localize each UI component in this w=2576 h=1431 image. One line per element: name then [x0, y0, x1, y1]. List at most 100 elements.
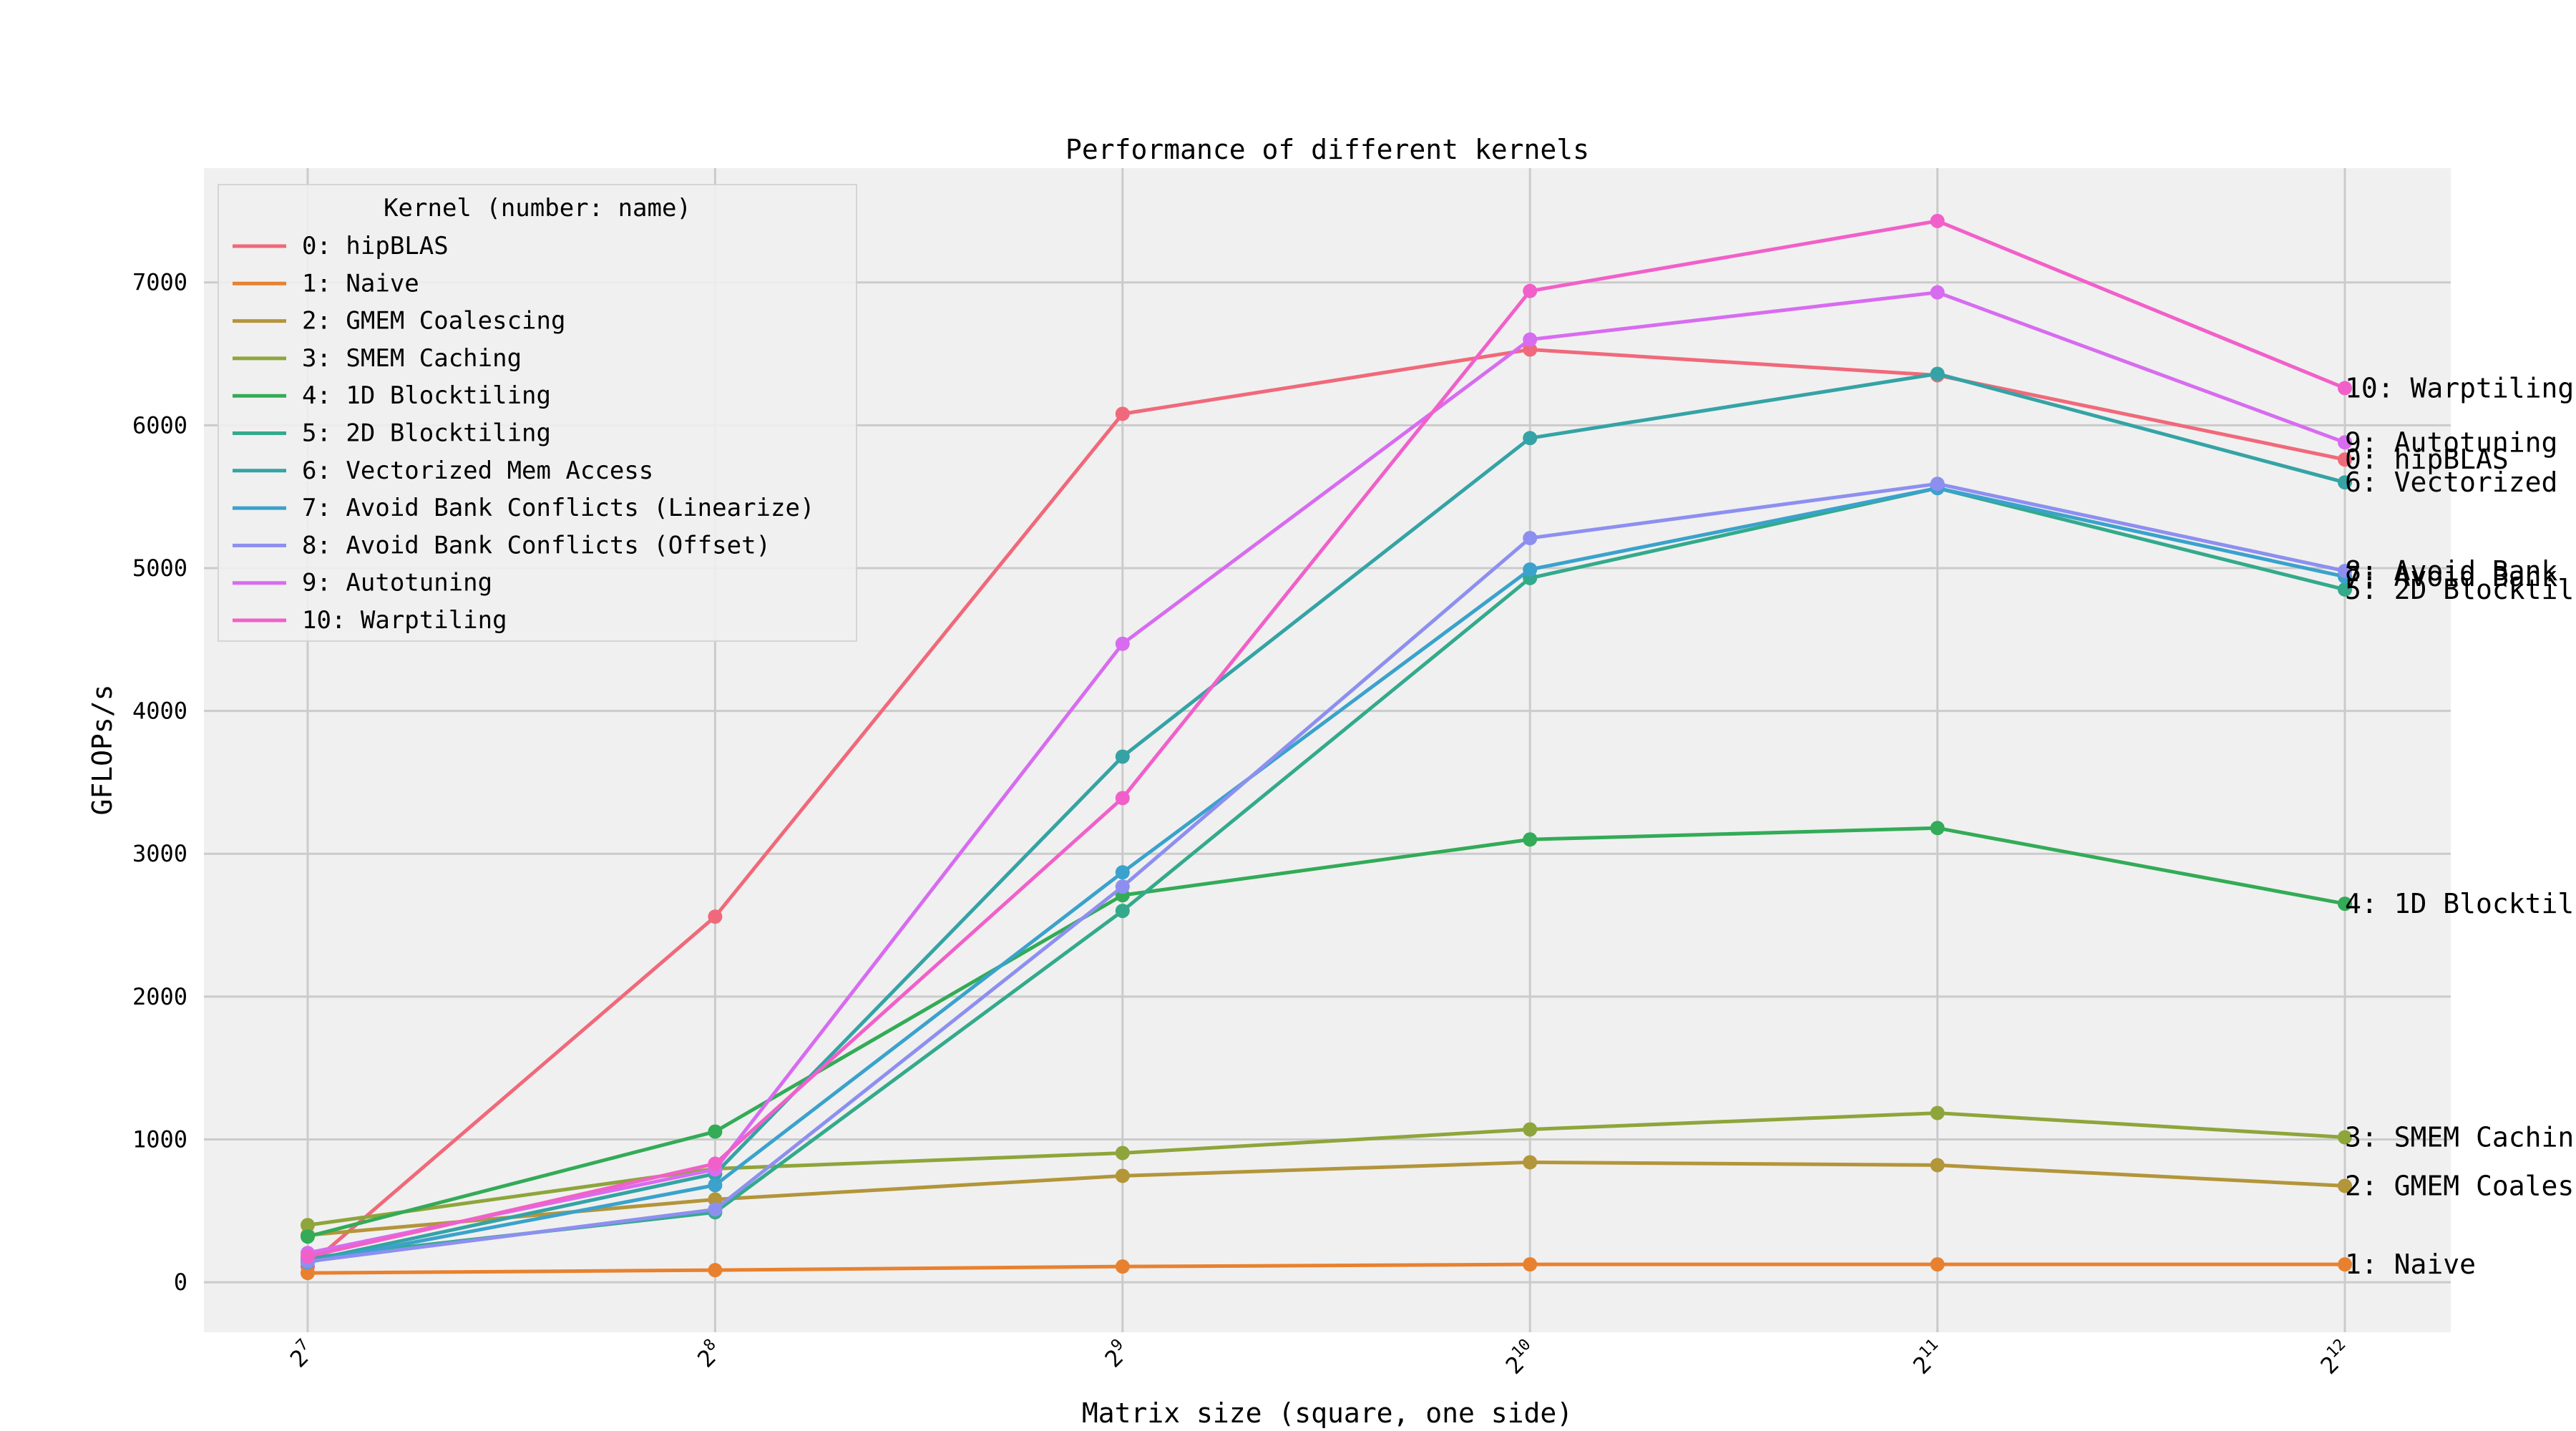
data-point	[2338, 1178, 2352, 1193]
data-point	[2338, 1257, 2352, 1272]
data-point	[1523, 832, 1538, 847]
end-label-8: 8: Avoid Bank	[2345, 555, 2558, 587]
legend-entry-10: 10: Warptiling	[233, 606, 507, 635]
legend-entry-2: 2: GMEM Coalescing	[233, 307, 565, 336]
series-line	[306, 348, 2347, 1269]
x-tick-label: 210	[1499, 1336, 1543, 1379]
end-label-9: 9: Autotuning	[2345, 426, 2557, 458]
legend-entry-1: 1: Naive	[233, 269, 419, 298]
data-point	[2338, 563, 2352, 578]
legend-label: 5: 2D Blocktiling	[302, 419, 551, 448]
chart-title: Performance of different kernels	[1065, 134, 1589, 165]
data-point	[1115, 1146, 1130, 1161]
data-point	[301, 1218, 315, 1233]
legend-label: 1: Naive	[302, 269, 419, 298]
data-point	[2338, 897, 2352, 912]
data-point	[2338, 381, 2352, 396]
data-point	[1523, 531, 1538, 546]
data-point	[301, 1229, 315, 1244]
series-8	[301, 477, 2352, 1269]
end-label-1: 1: Naive	[2345, 1249, 2476, 1280]
legend-label: 8: Avoid Bank Conflicts (Offset)	[302, 531, 771, 560]
end-label-5: 5: 2D Blocktil	[2345, 574, 2574, 605]
y-tick-label: 5000	[132, 555, 187, 582]
legend-label: 0: hipBLAS	[302, 232, 449, 260]
data-point	[708, 1124, 723, 1139]
data-point	[1523, 342, 1538, 357]
data-point	[1930, 821, 1945, 836]
legend-label: 3: SMEM Caching	[302, 344, 522, 373]
legend-title: Kernel (number: name)	[384, 194, 691, 223]
y-tick-label: 1000	[132, 1125, 187, 1153]
x-tick-label: 27	[283, 1336, 321, 1373]
series-end-labels: 0: hipBLAS 1: Naive 2: GMEM Coales 3: SMEM …	[2345, 372, 2574, 1280]
data-point	[1115, 749, 1130, 764]
series-line	[306, 371, 2347, 1263]
x-tick-label: 28	[691, 1336, 728, 1373]
data-point	[1930, 366, 1945, 381]
end-label-4: 4: 1D Blocktil	[2345, 888, 2574, 919]
data-point	[1115, 904, 1130, 919]
legend: Kernel (number: name) 0: hipBLAS 1: Naive…	[218, 184, 857, 642]
series-4	[301, 821, 2352, 1244]
data-point	[1523, 562, 1538, 577]
data-point	[1115, 1168, 1130, 1183]
series-line	[306, 482, 2347, 1264]
data-point	[1115, 1259, 1130, 1274]
data-point	[708, 1263, 723, 1278]
legend-label: 7: Avoid Bank Conflicts (Linearize)	[302, 494, 814, 522]
data-point	[1115, 406, 1130, 421]
legend-label: 4: 1D Blocktiling	[302, 381, 551, 410]
x-tick-label: 29	[1098, 1336, 1135, 1373]
data-point	[2338, 435, 2352, 450]
x-tick-label: 211	[1906, 1336, 1950, 1379]
end-label-3: 3: SMEM Cachin	[2345, 1122, 2574, 1153]
end-label-7: 7: Avoid Bank	[2345, 561, 2558, 592]
data-point	[1523, 1155, 1538, 1170]
data-point	[708, 1202, 723, 1217]
x-axis-label: Matrix size (square, one side)	[1082, 1397, 1573, 1429]
x-tick-label: 212	[2313, 1336, 2357, 1379]
legend-entry-6: 6: Vectorized Mem Access	[233, 456, 653, 485]
data-point	[1115, 865, 1130, 880]
legend-entry-5: 5: 2D Blocktiling	[233, 419, 551, 448]
y-tick-label: 4000	[132, 698, 187, 725]
data-point	[1115, 879, 1130, 894]
data-point	[1523, 332, 1538, 347]
series-line	[306, 290, 2347, 1255]
data-point	[1523, 431, 1538, 446]
legend-box	[218, 184, 857, 642]
end-label-2: 2: GMEM Coales	[2345, 1170, 2574, 1201]
series-line	[306, 826, 2347, 1239]
legend-label: 9: Autotuning	[302, 569, 492, 597]
data-point	[1523, 1122, 1538, 1137]
series-line	[306, 1160, 2347, 1237]
legend-label: 2: GMEM Coalescing	[302, 307, 565, 336]
legend-entry-9: 9: Autotuning	[233, 569, 492, 597]
data-point	[301, 1266, 315, 1281]
data-point	[1115, 636, 1130, 651]
legend-entry-4: 4: 1D Blocktiling	[233, 381, 551, 410]
series-10	[301, 213, 2352, 1264]
legend-label: 10: Warptiling	[302, 606, 507, 635]
legend-items: 0: hipBLAS 1: Naive 2: GMEM Coalescing 3: S…	[233, 232, 814, 635]
legend-entry-0: 0: hipBLAS	[233, 232, 449, 260]
data-point	[2338, 475, 2352, 490]
data-point	[301, 1249, 315, 1264]
series-line	[306, 219, 2347, 1259]
y-tick-label: 3000	[132, 840, 187, 867]
data-point	[708, 909, 723, 924]
x-tick-labels: 27 28 29 210 211 212	[283, 1336, 2357, 1379]
end-label-0: 0: hipBLAS	[2345, 444, 2509, 475]
data-point	[1930, 1158, 1945, 1173]
series-line	[306, 486, 2347, 1264]
data-point	[1930, 1105, 1945, 1120]
data-point	[1930, 213, 1945, 228]
data-point	[708, 1192, 723, 1207]
legend-entry-7: 7: Avoid Bank Conflicts (Linearize)	[233, 494, 814, 522]
data-point	[1930, 1257, 1945, 1272]
data-point	[708, 1156, 723, 1171]
legend-label: 6: Vectorized Mem Access	[302, 456, 653, 485]
end-label-6: 6: Vectorized	[2345, 467, 2557, 498]
